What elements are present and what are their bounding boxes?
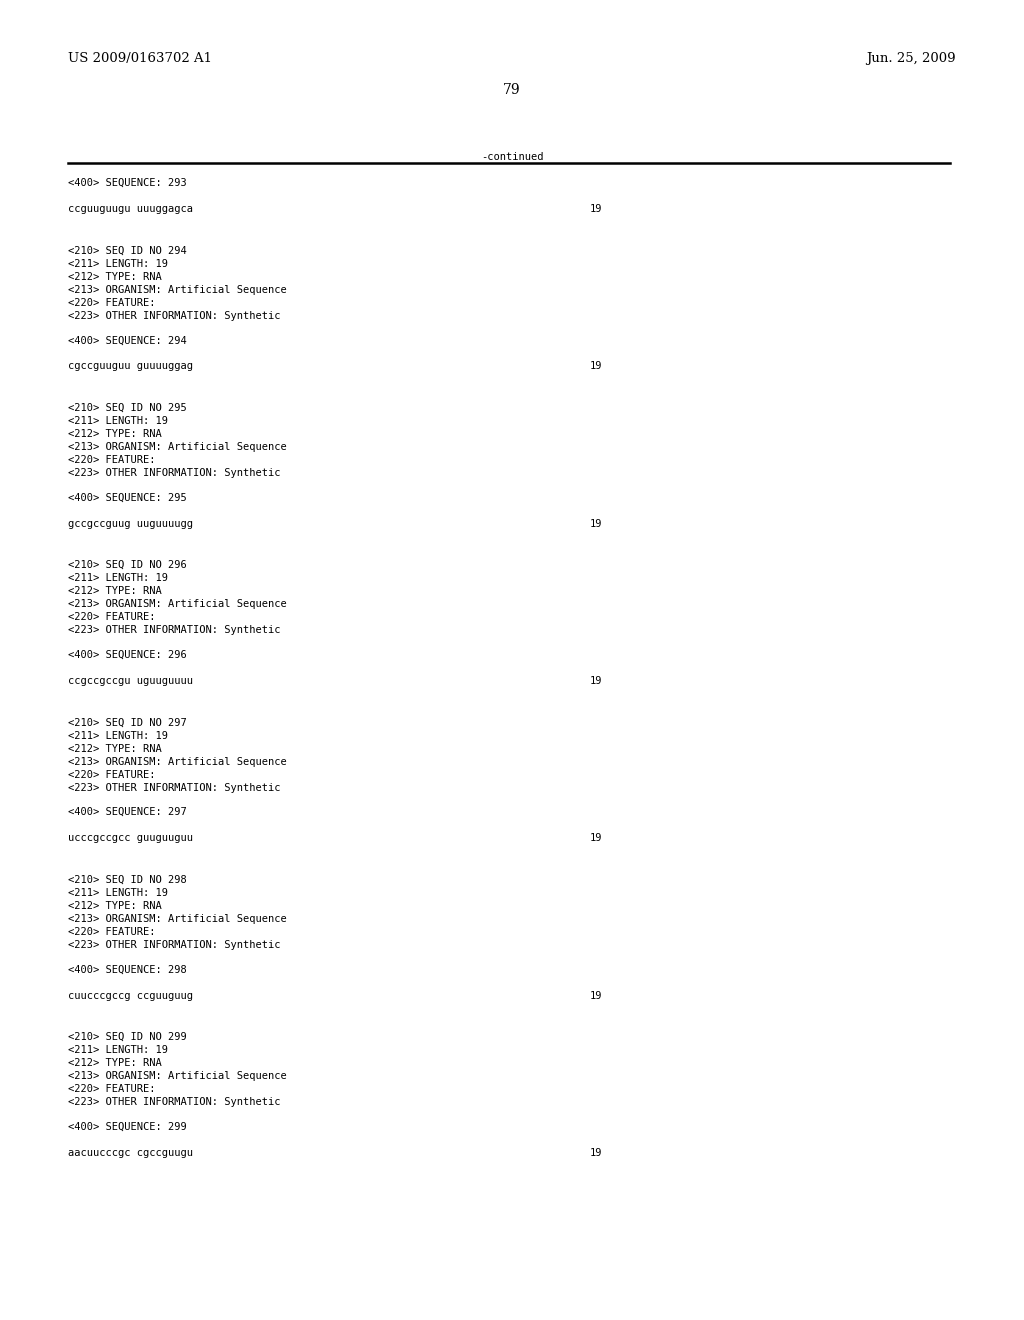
Text: <212> TYPE: RNA: <212> TYPE: RNA <box>68 1059 162 1068</box>
Text: <213> ORGANISM: Artificial Sequence: <213> ORGANISM: Artificial Sequence <box>68 756 287 767</box>
Text: Jun. 25, 2009: Jun. 25, 2009 <box>866 51 956 65</box>
Text: <223> OTHER INFORMATION: Synthetic: <223> OTHER INFORMATION: Synthetic <box>68 783 281 792</box>
Text: <211> LENGTH: 19: <211> LENGTH: 19 <box>68 1045 168 1055</box>
Text: <400> SEQUENCE: 298: <400> SEQUENCE: 298 <box>68 965 186 974</box>
Text: <211> LENGTH: 19: <211> LENGTH: 19 <box>68 259 168 268</box>
Text: aacuucccgc cgccguugu: aacuucccgc cgccguugu <box>68 1148 193 1158</box>
Text: <210> SEQ ID NO 298: <210> SEQ ID NO 298 <box>68 875 186 884</box>
Text: <211> LENGTH: 19: <211> LENGTH: 19 <box>68 888 168 898</box>
Text: 19: 19 <box>590 676 602 686</box>
Text: <223> OTHER INFORMATION: Synthetic: <223> OTHER INFORMATION: Synthetic <box>68 626 281 635</box>
Text: 19: 19 <box>590 833 602 843</box>
Text: <220> FEATURE:: <220> FEATURE: <box>68 297 156 308</box>
Text: <400> SEQUENCE: 295: <400> SEQUENCE: 295 <box>68 492 186 503</box>
Text: <400> SEQUENCE: 294: <400> SEQUENCE: 294 <box>68 335 186 346</box>
Text: ccguuguugu uuuggagca: ccguuguugu uuuggagca <box>68 205 193 214</box>
Text: <210> SEQ ID NO 296: <210> SEQ ID NO 296 <box>68 560 186 570</box>
Text: 19: 19 <box>590 205 602 214</box>
Text: <210> SEQ ID NO 294: <210> SEQ ID NO 294 <box>68 246 186 256</box>
Text: 79: 79 <box>503 83 521 96</box>
Text: <210> SEQ ID NO 297: <210> SEQ ID NO 297 <box>68 718 186 727</box>
Text: gccgccguug uuguuuugg: gccgccguug uuguuuugg <box>68 519 193 528</box>
Text: cuucccgccg ccguuguug: cuucccgccg ccguuguug <box>68 990 193 1001</box>
Text: US 2009/0163702 A1: US 2009/0163702 A1 <box>68 51 212 65</box>
Text: ucccgccgcc guuguuguu: ucccgccgcc guuguuguu <box>68 833 193 843</box>
Text: <212> TYPE: RNA: <212> TYPE: RNA <box>68 900 162 911</box>
Text: 19: 19 <box>590 519 602 528</box>
Text: ccgccgccgu uguuguuuu: ccgccgccgu uguuguuuu <box>68 676 193 686</box>
Text: <220> FEATURE:: <220> FEATURE: <box>68 1084 156 1094</box>
Text: <212> TYPE: RNA: <212> TYPE: RNA <box>68 743 162 754</box>
Text: <212> TYPE: RNA: <212> TYPE: RNA <box>68 429 162 438</box>
Text: <212> TYPE: RNA: <212> TYPE: RNA <box>68 586 162 597</box>
Text: 19: 19 <box>590 1148 602 1158</box>
Text: <223> OTHER INFORMATION: Synthetic: <223> OTHER INFORMATION: Synthetic <box>68 940 281 950</box>
Text: <220> FEATURE:: <220> FEATURE: <box>68 927 156 937</box>
Text: 19: 19 <box>590 362 602 371</box>
Text: <220> FEATURE:: <220> FEATURE: <box>68 770 156 780</box>
Text: <223> OTHER INFORMATION: Synthetic: <223> OTHER INFORMATION: Synthetic <box>68 1097 281 1107</box>
Text: <220> FEATURE:: <220> FEATURE: <box>68 612 156 622</box>
Text: 19: 19 <box>590 990 602 1001</box>
Text: <213> ORGANISM: Artificial Sequence: <213> ORGANISM: Artificial Sequence <box>68 1071 287 1081</box>
Text: <210> SEQ ID NO 299: <210> SEQ ID NO 299 <box>68 1032 186 1041</box>
Text: <213> ORGANISM: Artificial Sequence: <213> ORGANISM: Artificial Sequence <box>68 285 287 294</box>
Text: <400> SEQUENCE: 299: <400> SEQUENCE: 299 <box>68 1122 186 1131</box>
Text: <223> OTHER INFORMATION: Synthetic: <223> OTHER INFORMATION: Synthetic <box>68 310 281 321</box>
Text: -continued: -continued <box>480 152 544 162</box>
Text: <400> SEQUENCE: 293: <400> SEQUENCE: 293 <box>68 178 186 187</box>
Text: <212> TYPE: RNA: <212> TYPE: RNA <box>68 272 162 281</box>
Text: cgccguuguu guuuuggag: cgccguuguu guuuuggag <box>68 362 193 371</box>
Text: <223> OTHER INFORMATION: Synthetic: <223> OTHER INFORMATION: Synthetic <box>68 467 281 478</box>
Text: <211> LENGTH: 19: <211> LENGTH: 19 <box>68 573 168 583</box>
Text: <213> ORGANISM: Artificial Sequence: <213> ORGANISM: Artificial Sequence <box>68 442 287 451</box>
Text: <211> LENGTH: 19: <211> LENGTH: 19 <box>68 416 168 426</box>
Text: <400> SEQUENCE: 296: <400> SEQUENCE: 296 <box>68 649 186 660</box>
Text: <400> SEQUENCE: 297: <400> SEQUENCE: 297 <box>68 808 186 817</box>
Text: <213> ORGANISM: Artificial Sequence: <213> ORGANISM: Artificial Sequence <box>68 913 287 924</box>
Text: <210> SEQ ID NO 295: <210> SEQ ID NO 295 <box>68 403 186 413</box>
Text: <213> ORGANISM: Artificial Sequence: <213> ORGANISM: Artificial Sequence <box>68 599 287 610</box>
Text: <211> LENGTH: 19: <211> LENGTH: 19 <box>68 730 168 741</box>
Text: <220> FEATURE:: <220> FEATURE: <box>68 455 156 465</box>
